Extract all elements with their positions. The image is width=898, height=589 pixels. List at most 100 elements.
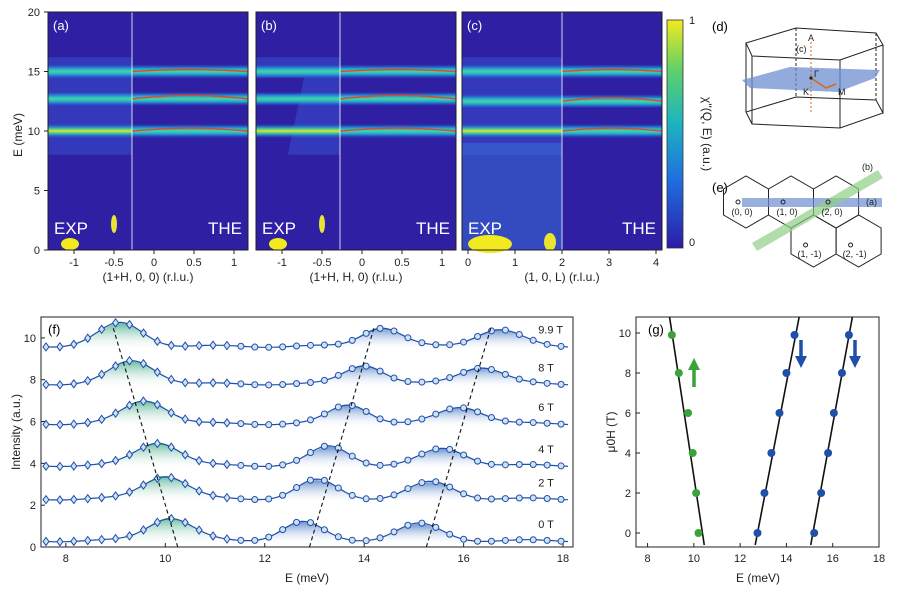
linear-fit-line <box>754 316 800 546</box>
data-circle <box>306 341 314 349</box>
data-circle <box>446 530 454 538</box>
data-circle <box>474 408 482 416</box>
panel-g-x-tick-label: 12 <box>734 553 746 565</box>
data-circle <box>432 445 440 453</box>
data-circle <box>460 404 468 412</box>
data-circle <box>543 340 551 348</box>
panel-g-y-tick-label: 10 <box>619 328 631 340</box>
data-diamond <box>70 536 78 547</box>
mode-data-point <box>844 331 853 339</box>
data-diamond <box>111 408 120 419</box>
exp-band <box>48 124 132 138</box>
data-circle <box>418 339 426 347</box>
heatmap-y-tick-label: 10 <box>28 126 40 138</box>
panel-label: (c) <box>467 18 482 33</box>
data-diamond <box>70 419 78 429</box>
reciprocal-point-label: (2, -1) <box>843 249 867 259</box>
data-circle <box>334 444 342 452</box>
data-circle <box>515 494 523 502</box>
data-diamond <box>125 355 134 366</box>
data-diamond <box>42 461 50 472</box>
theory-dispersion-curve <box>561 68 663 73</box>
data-circle <box>237 420 245 428</box>
data-circle <box>487 327 495 335</box>
theory-band <box>340 64 456 79</box>
mode-data-point <box>760 489 769 497</box>
spectrum-4t: 4 T <box>42 438 569 472</box>
diagram-reciprocal-hexagons: (e) (0, 0) (1, 0) (2, 0)(1, -1) (2, -1)(a)(… <box>712 162 883 268</box>
theory-dispersion-curve <box>131 127 249 132</box>
heatmap-x-tick-label: 0 <box>151 257 157 269</box>
data-diamond <box>125 531 134 541</box>
panel-label: (b) <box>261 18 277 33</box>
panel-g-y-tick-label: 0 <box>625 528 631 540</box>
data-circle <box>306 379 314 387</box>
data-circle <box>404 418 412 426</box>
data-diamond <box>195 486 203 496</box>
heatmap-y-axis: E (meV) 0 5 10 15 20 <box>11 7 48 257</box>
reciprocal-point <box>735 199 741 205</box>
data-circle <box>515 536 523 544</box>
data-diamond <box>209 340 217 351</box>
data-circle <box>543 419 551 427</box>
data-circle <box>446 341 454 349</box>
theory-dispersion-curve <box>561 97 663 102</box>
data-circle <box>543 536 551 544</box>
bz-label-M: M <box>838 87 846 97</box>
data-circle <box>265 533 273 541</box>
theory-dispersion-curve <box>339 127 457 132</box>
data-diamond <box>84 417 92 428</box>
cut-b-band <box>752 170 883 251</box>
data-diamond <box>181 517 189 528</box>
data-diamond <box>84 493 92 504</box>
data-circle <box>306 476 314 484</box>
panel-g-y-label: μ0H (T) <box>604 412 618 453</box>
fitted-peak-fill <box>80 400 210 428</box>
data-diamond <box>195 378 203 388</box>
data-diamond <box>98 414 106 425</box>
theory-dispersion-curve <box>561 127 663 132</box>
data-circle <box>404 378 412 386</box>
data-circle <box>376 415 384 423</box>
bragg-spot <box>468 235 512 253</box>
data-diamond <box>181 478 189 489</box>
exp-masked-region <box>256 77 304 250</box>
reciprocal-point-label: (0, 0) <box>731 207 752 217</box>
theory-band <box>340 91 456 106</box>
data-circle <box>446 405 454 413</box>
data-diamond <box>153 517 161 528</box>
data-circle <box>320 526 328 534</box>
fitted-peak-fill <box>284 404 414 428</box>
data-circle <box>279 461 287 469</box>
mode-data-point <box>829 409 838 417</box>
panel-label: (a) <box>53 18 69 33</box>
reciprocal-hexagon <box>835 214 882 268</box>
heatmap-x-tick-label: 2 <box>559 257 565 269</box>
data-circle <box>404 521 412 529</box>
data-circle <box>237 342 245 350</box>
data-diamond <box>209 490 217 501</box>
panel-g-x-label: E (meV) <box>736 571 780 585</box>
panel-label-d: (d) <box>712 19 728 34</box>
fitted-peak-fill <box>299 365 429 389</box>
theory-dispersion-curve <box>131 94 249 100</box>
data-circle <box>362 329 370 337</box>
field-label: 8 T <box>538 362 554 374</box>
data-diamond <box>223 534 231 544</box>
mode-data-point <box>824 449 833 457</box>
data-diamond <box>70 339 78 350</box>
data-diamond <box>209 458 217 469</box>
data-circle <box>460 490 468 498</box>
data-circle <box>320 410 328 418</box>
data-circle <box>529 460 537 468</box>
heatmap-x-label: (1+H, H, 0) (r.l.u.) <box>309 270 402 284</box>
fitted-peak-fill <box>433 329 564 351</box>
mode-data-point <box>837 369 846 377</box>
exp-band <box>462 124 562 138</box>
bz-label-Gamma: Γ <box>814 69 819 79</box>
data-circle <box>543 461 551 469</box>
data-circle <box>529 336 537 344</box>
data-circle <box>418 519 426 527</box>
bragg-spot <box>111 215 117 233</box>
